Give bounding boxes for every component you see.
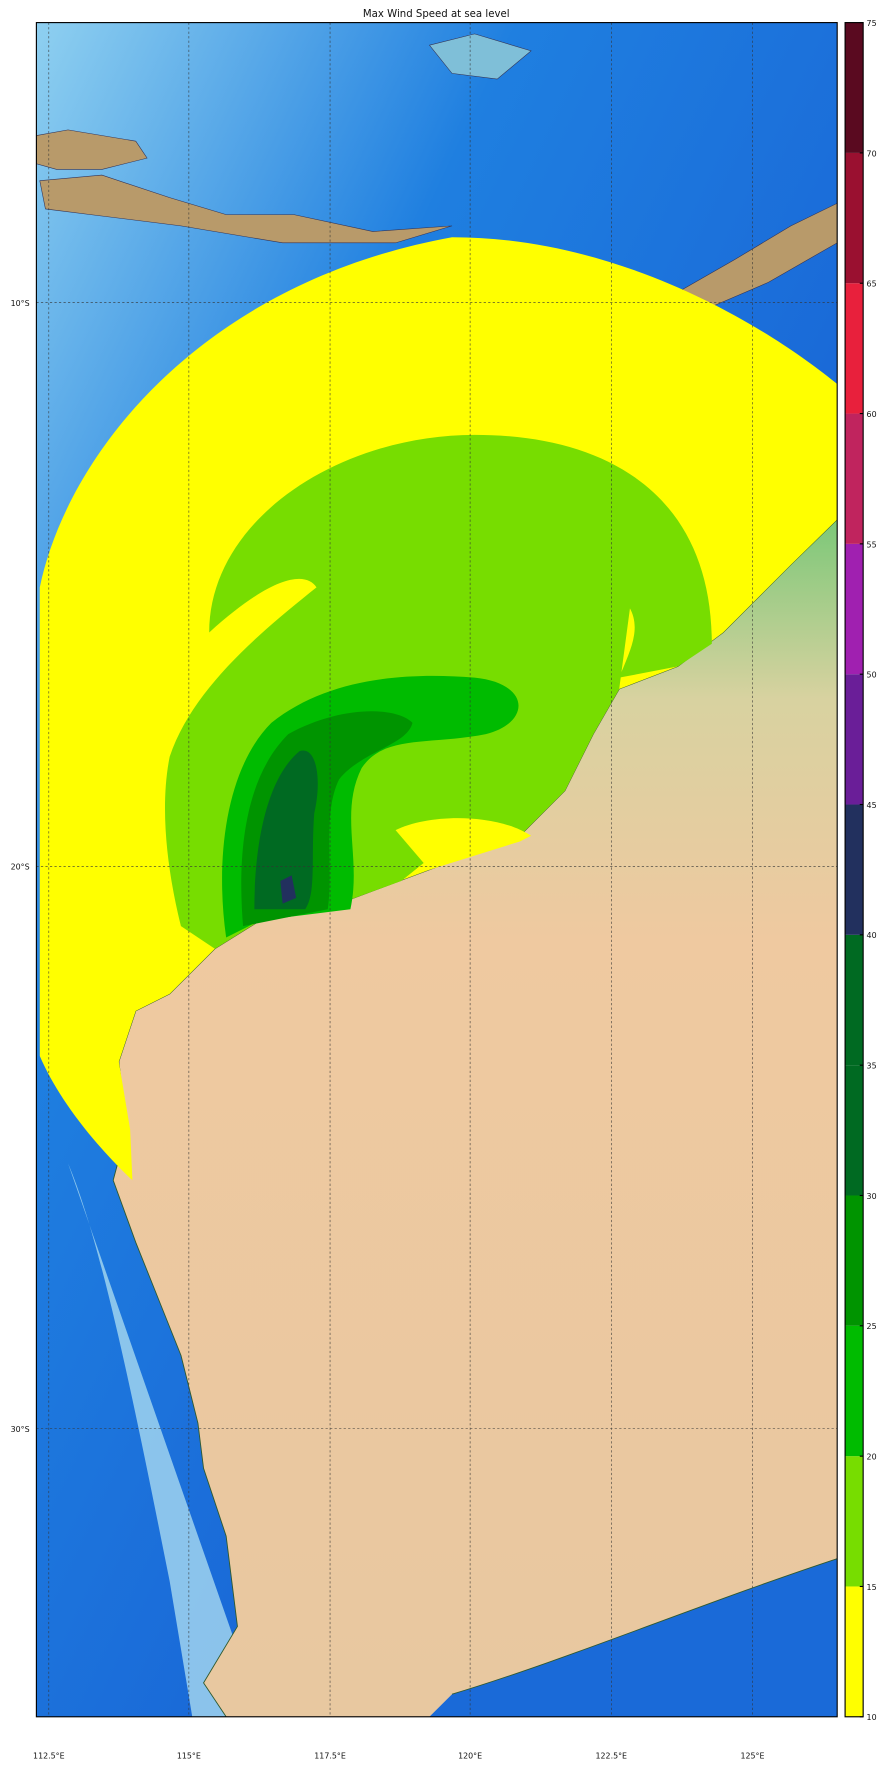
- lon-label-117-5e: 117.5°E: [314, 1752, 346, 1761]
- southern-ocean: [429, 1558, 838, 1717]
- colorbar-level-70-75: [845, 22, 864, 153]
- colorbar-level-45-50: [845, 674, 864, 805]
- colorbar-tick-label: 20: [867, 1453, 877, 1462]
- colorbar-tick-label: 30: [867, 1192, 877, 1201]
- wind-contour-40-45: [280, 875, 297, 904]
- lat-label-20s: 20°S: [11, 863, 30, 872]
- colorbar-level-20-25: [845, 1325, 864, 1457]
- colorbar-level-30-35: [845, 1065, 864, 1196]
- lon-label-112-5e: 112.5°E: [33, 1752, 65, 1761]
- colorbar-tick-label: 15: [867, 1583, 877, 1592]
- colorbar: 10 15 20 25 30 35 40 45 50 55 60 65 70 75: [844, 19, 877, 1722]
- colorbar-level-35-40: [845, 934, 864, 1066]
- colorbar-tick-label: 75: [867, 19, 877, 28]
- colorbar-tick-label: 70: [867, 149, 877, 158]
- lon-label-122-5e: 122.5°E: [596, 1752, 628, 1761]
- colorbar-tick-label: 50: [867, 671, 877, 680]
- colorbar-level-60-65: [845, 283, 864, 414]
- map-area: [36, 22, 838, 1717]
- colorbar-level-50-55: [845, 543, 864, 675]
- colorbar-level-15-20: [845, 1456, 864, 1587]
- colorbar-level-25-30: [845, 1195, 864, 1326]
- australia-land: [113, 519, 838, 1717]
- colorbar-tick-label: 65: [867, 280, 877, 289]
- colorbar-level-10-15: [845, 1586, 864, 1717]
- graticule: [36, 22, 838, 1717]
- colorbar-tick-label: 45: [867, 801, 877, 810]
- lat-label-10s: 10°S: [11, 299, 30, 308]
- wind-contour-10-15-coastal: [395, 818, 532, 870]
- colorbar-tick-label: 35: [867, 1062, 877, 1071]
- lon-label-125e: 125°E: [740, 1752, 764, 1761]
- colorbar-level-65-70: [845, 152, 864, 284]
- colorbar-tick-label: 55: [867, 540, 877, 549]
- lon-label-120e: 120°E: [458, 1752, 482, 1761]
- colorbar-tick-label: 40: [867, 931, 877, 940]
- lon-label-115e: 115°E: [177, 1752, 201, 1761]
- colorbar-level-40-45: [845, 804, 864, 935]
- wind-contour-30-40: [254, 750, 318, 910]
- colorbar-tick-label: 25: [867, 1322, 877, 1331]
- colorbar-tick-label: 10: [867, 1713, 877, 1722]
- map-title: Max Wind Speed at sea level: [363, 9, 510, 20]
- lat-label-30s: 30°S: [11, 1425, 30, 1434]
- colorbar-level-55-60: [845, 413, 864, 544]
- colorbar-frame: [844, 22, 864, 1718]
- map-frame: [35, 22, 838, 1718]
- colorbar-tick-label: 60: [867, 410, 877, 419]
